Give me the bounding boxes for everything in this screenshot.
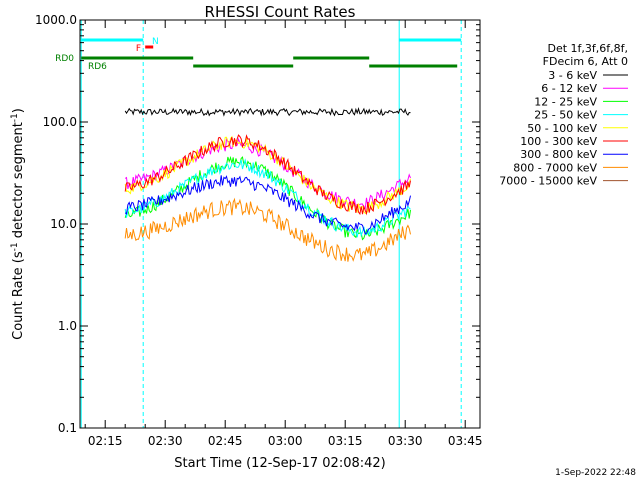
plot-frame [79, 19, 481, 429]
y-tick-label-0: 0.1 [58, 421, 77, 435]
legend-label-5: 100 - 300 keV [520, 135, 597, 148]
x-axis-label: Start Time (12-Sep-17 02:08:42) [174, 456, 385, 471]
legend-label-7: 800 - 7000 keV [513, 161, 597, 174]
legend-header-1: FDecim 6, Att 0 [543, 55, 628, 68]
x-tick-label-3: 03:00 [268, 434, 303, 448]
legend-label-4: 50 - 100 keV [527, 122, 597, 135]
legend-label-3: 25 - 50 keV [534, 109, 597, 122]
x-tick-label-6: 03:45 [448, 434, 483, 448]
series-line-6 [124, 175, 411, 235]
x-tick-label-4: 03:15 [328, 434, 363, 448]
plot-area [80, 20, 462, 428]
x-tick-label-5: 03:30 [388, 434, 423, 448]
footer-timestamp: 1-Sep-2022 22:48 [555, 468, 636, 478]
legend-label-0: 3 - 6 keV [548, 69, 597, 82]
legend-label-1: 6 - 12 keV [541, 82, 597, 95]
attenuator-flags: N F RD0 RD6 [55, 37, 462, 72]
x-tick-label-1: 02:30 [148, 434, 183, 448]
legend-header-0: Det 1f,3f,6f,8f, [547, 42, 628, 55]
x-tick-label-2: 02:45 [208, 434, 243, 448]
series-line-3 [124, 158, 411, 238]
series-line-0 [124, 107, 411, 117]
flag-label-4: RD6 [88, 62, 107, 72]
y-tick-label-1: 1.0 [58, 319, 77, 333]
legend-label-2: 12 - 25 keV [534, 95, 597, 108]
series-line-7 [124, 197, 411, 262]
legend: Det 1f,3f,6f,8f,FDecim 6, Att 03 - 6 keV… [499, 42, 628, 188]
y-tick-label-3: 100.0 [43, 115, 77, 129]
series-line-5 [124, 134, 411, 216]
legend-label-6: 300 - 800 keV [520, 148, 597, 161]
flag-label-2: F [136, 44, 141, 54]
y-axis-label: Count Rate (s-1 detector segment-1) [10, 108, 26, 340]
x-tick-label-0: 02:15 [88, 434, 123, 448]
flag-label-3: RD0 [55, 54, 74, 64]
y-tick-label-4: 1000.0 [35, 13, 77, 27]
y-tick-label-2: 10.0 [50, 217, 77, 231]
chart-title: RHESSI Count Rates [205, 3, 356, 21]
flag-label-1: N [152, 37, 159, 47]
legend-label-8: 7000 - 15000 keV [499, 175, 597, 188]
